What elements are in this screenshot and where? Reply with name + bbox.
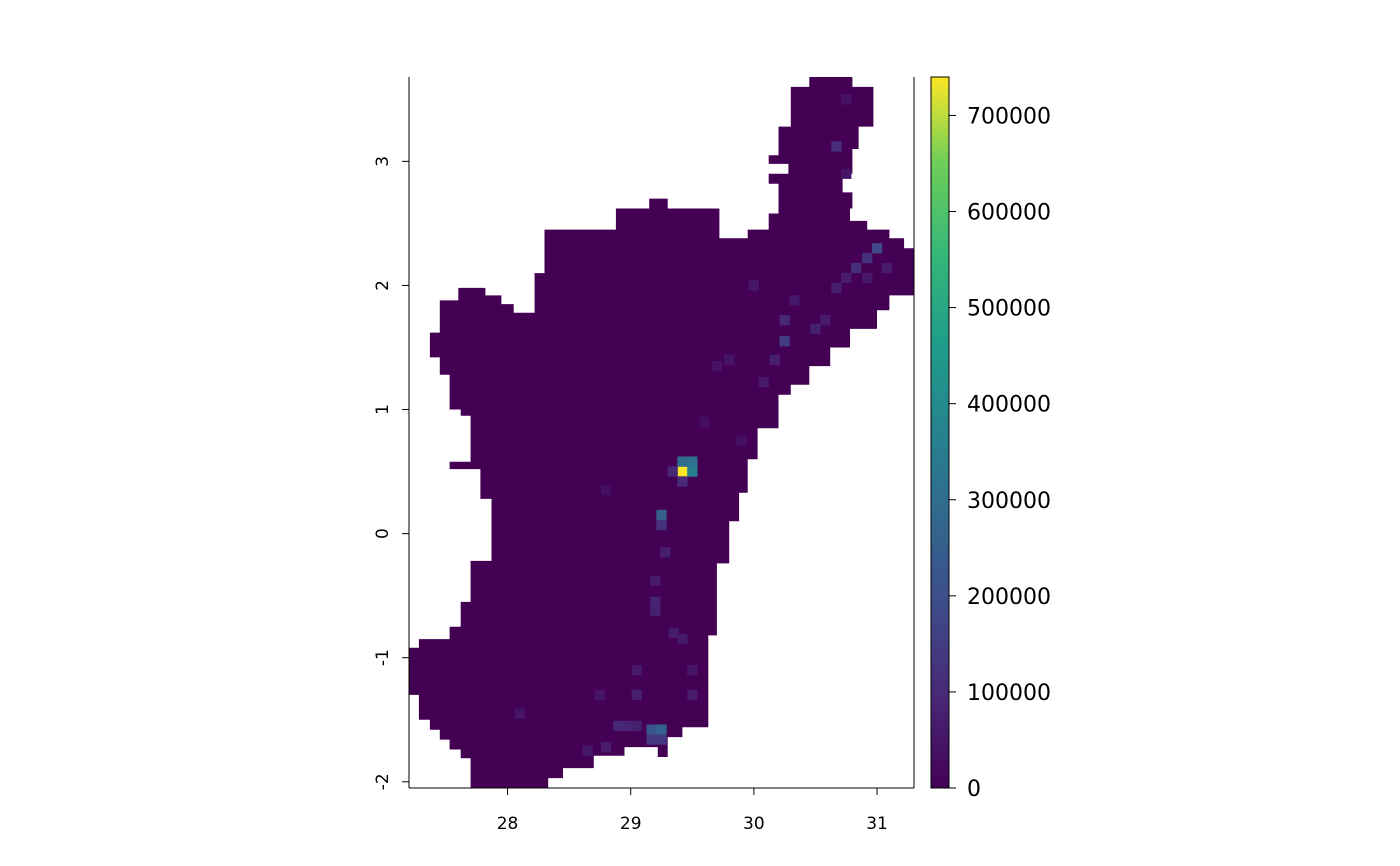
raster-cell (810, 323, 821, 334)
raster-cell (748, 280, 759, 291)
raster-cell (600, 741, 612, 753)
raster-cell (862, 253, 873, 264)
raster-cell (831, 282, 842, 294)
colorbar-tick-label: 400000 (967, 393, 1051, 418)
raster-cell (623, 720, 634, 732)
raster-cell (687, 665, 698, 676)
axes: 28 29 30 31 -2 -1 0 1 2 3 (373, 77, 915, 834)
raster-cell (646, 734, 657, 745)
x-axis-ticks: 28 29 30 31 (497, 788, 888, 834)
raster-cell (677, 456, 688, 467)
raster-cell (600, 485, 612, 496)
raster-cell (862, 272, 873, 284)
raster-cell (677, 633, 688, 645)
y-tick-label: -1 (373, 649, 393, 666)
colorbar-tick-label: 500000 (967, 297, 1051, 322)
raster-cell (514, 708, 525, 719)
colorbar-legend: 0 100000 200000 300000 400000 500000 600000 700… (930, 76, 1051, 802)
raster-cell (724, 354, 735, 365)
raster-cell (831, 141, 842, 152)
raster-cell (650, 575, 661, 586)
y-tick-label: 3 (373, 156, 393, 167)
raster-cell (631, 665, 642, 676)
raster-cell (656, 509, 667, 521)
raster-cell (841, 272, 852, 284)
raster-cell (613, 720, 624, 732)
raster-cell (699, 416, 710, 428)
raster-cell (687, 466, 698, 477)
y-axis-ticks: -2 -1 0 1 2 3 (373, 156, 409, 790)
raster-cell (667, 466, 678, 477)
raster-cell (687, 689, 698, 701)
raster-cell (594, 689, 606, 701)
raster-cell (871, 243, 883, 254)
raster-cell (631, 720, 642, 732)
raster-cell (656, 734, 667, 745)
x-tick-label: 28 (497, 814, 519, 834)
raster-cell (650, 596, 661, 607)
raster-cell (646, 724, 657, 735)
raster-cell (820, 315, 831, 326)
colorbar-tick-label: 700000 (967, 104, 1051, 129)
colorbar-tick-label: 300000 (967, 489, 1051, 514)
colorbar-tick-label: 600000 (967, 201, 1051, 226)
raster-cell (758, 377, 769, 388)
raster-cell (881, 262, 893, 274)
raster-cell (711, 360, 723, 372)
y-tick-label: 1 (373, 404, 393, 415)
raster-cell (779, 315, 790, 326)
raster-cells (514, 94, 893, 756)
raster-cell (841, 168, 852, 179)
x-tick-label: 31 (866, 814, 888, 834)
colorbar-tick-label: 0 (967, 777, 981, 802)
raster-cell (660, 547, 671, 558)
x-tick-label: 30 (743, 814, 765, 834)
y-tick-label: 0 (373, 528, 393, 539)
raster-cell (656, 724, 667, 735)
raster-cell (736, 435, 747, 446)
raster-cell (677, 466, 688, 477)
colorbar-tick-label: 200000 (967, 585, 1051, 610)
colorbar-tick-label: 100000 (967, 681, 1051, 706)
raster-cell (789, 295, 800, 306)
colorbar-ticks: 0 100000 200000 300000 400000 500000 600000 700… (949, 104, 1051, 802)
raster-cell (631, 689, 642, 701)
raster-cell (650, 605, 661, 616)
raster-cell (687, 456, 698, 467)
raster-cell (656, 519, 667, 531)
raster-cell (677, 476, 688, 487)
raster-cell (841, 94, 852, 105)
map-layer (409, 77, 914, 788)
x-tick-label: 29 (620, 814, 642, 834)
y-tick-label: 2 (373, 280, 393, 291)
raster-cell (851, 262, 862, 274)
raster-cell (769, 354, 780, 365)
region-raster-area (409, 77, 914, 788)
raster-cell (779, 336, 790, 347)
raster-cell (668, 627, 679, 638)
y-tick-label: -2 (373, 773, 393, 790)
raster-cell (582, 745, 593, 756)
colorbar-gradient (930, 76, 950, 789)
